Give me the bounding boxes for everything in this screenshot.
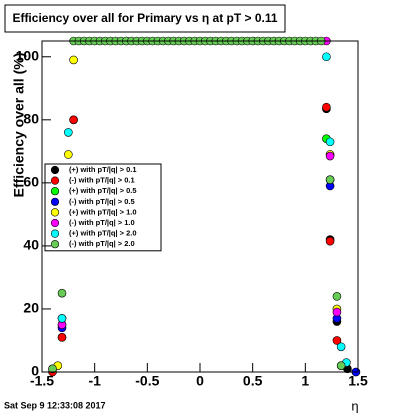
data-point [332, 336, 342, 345]
x-tick-label: 1.5 [348, 373, 368, 389]
legend-marker [50, 176, 60, 185]
data-point [336, 361, 346, 370]
data-point [69, 115, 78, 125]
chart-title: Efficiency over all for Primary vs η at … [12, 11, 277, 25]
data-point [64, 128, 73, 137]
y-tick-label: 100 [16, 47, 40, 63]
y-axis-label: Efficiency over all (%) [11, 53, 27, 198]
x-tick-label: -1.5 [30, 373, 54, 389]
legend-marker [50, 197, 60, 206]
data-point [332, 307, 342, 317]
legend-marker [50, 208, 60, 217]
data-point [64, 150, 73, 159]
data-point [48, 364, 57, 374]
data-point [57, 314, 67, 323]
legend-label: (+) with pT/|q| > 2.0 [69, 229, 137, 238]
data-point [322, 102, 331, 112]
data-point [325, 151, 335, 161]
y-tick-label: 20 [23, 300, 39, 316]
legend-marker [50, 240, 60, 249]
data-point [57, 333, 67, 342]
data-point [325, 137, 335, 147]
data-point [325, 236, 335, 246]
data-point [322, 52, 331, 62]
legend-label: (-) with pT/|q| > 1.0 [69, 218, 135, 227]
x-axis-label: η [351, 398, 358, 413]
legend-label: (-) with pT/|q| > 2.0 [69, 239, 135, 248]
y-tick-label: 0 [31, 363, 39, 379]
legend-label: (+) with pT/|q| > 1.0 [69, 207, 137, 216]
x-tick-label: 0.5 [243, 373, 263, 389]
data-point [332, 292, 342, 301]
legend-marker [50, 218, 60, 228]
x-tick-label: -1 [88, 373, 101, 389]
y-tick-label: 60 [23, 174, 39, 190]
data-point [57, 288, 67, 298]
x-tick-label: 1 [301, 373, 309, 389]
legend-label: (+) with pT/|q| > 0.5 [69, 186, 137, 195]
legend-box [44, 163, 162, 252]
legend-label: (+) with pT/|q| > 0.1 [69, 165, 137, 174]
data-point [325, 175, 335, 185]
plot-marks [48, 36, 361, 377]
legend-marker [50, 165, 60, 175]
timestamp: Sat Sep 9 12:33:08 2017 [4, 400, 106, 410]
legend-marker [50, 187, 60, 196]
x-tick-label: 0 [196, 373, 204, 389]
title-box [4, 4, 286, 33]
legend: (+) with pT/|q| > 0.1 (-) with pT/|q| > 0… [44, 163, 162, 252]
legend-label: (-) with pT/|q| > 0.1 [69, 176, 135, 185]
x-tick-label: -0.5 [135, 373, 159, 389]
y-tick-label: 40 [23, 237, 39, 253]
y-tick-label: 80 [23, 111, 39, 127]
data-point [336, 342, 346, 352]
data-point [69, 55, 78, 65]
legend-marker [50, 229, 60, 238]
legend-label: (-) with pT/|q| > 0.5 [69, 197, 135, 206]
